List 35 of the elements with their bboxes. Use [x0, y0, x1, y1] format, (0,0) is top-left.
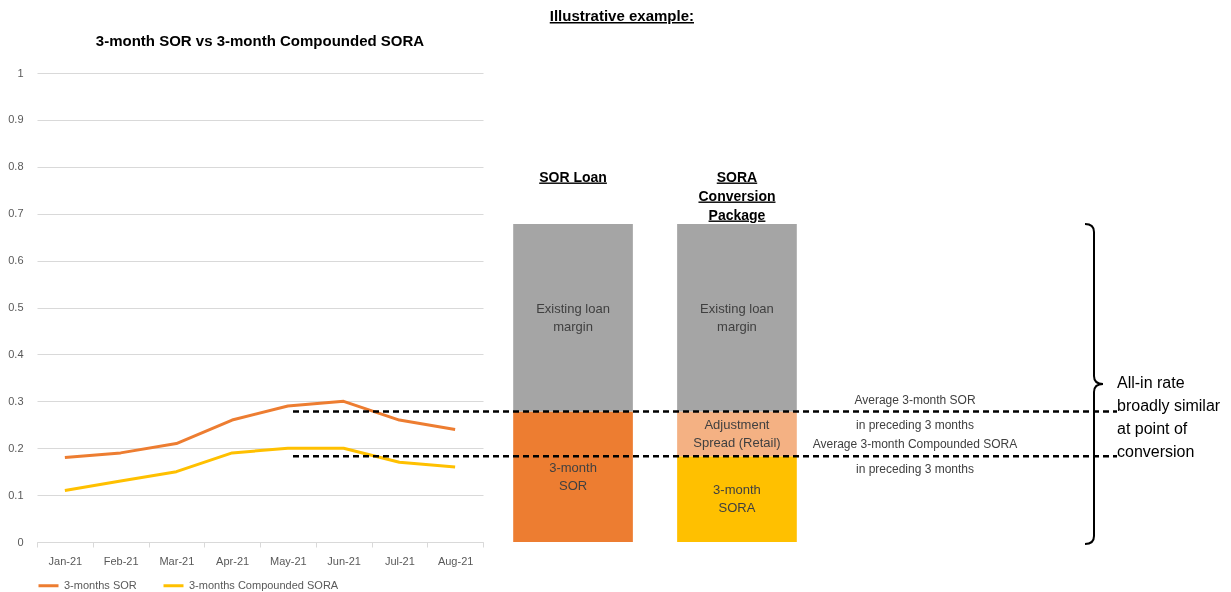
- x-tick-label: Feb-21: [103, 554, 139, 567]
- text: Existing loan margin: [700, 300, 774, 334]
- x-tick-label: May-21: [270, 554, 307, 567]
- series-label: Existing loan margin: [536, 300, 610, 334]
- series-label: 3-month SORA: [713, 482, 761, 516]
- y-tick-label: 0.6: [8, 254, 24, 267]
- line-series: [63, 446, 457, 492]
- y-tick-label: 0.7: [8, 207, 24, 220]
- line-series: [63, 399, 457, 460]
- y-tick-label: 0: [17, 535, 24, 548]
- x-tick-label: SORA Conversion Package: [698, 168, 776, 223]
- series-label: Adjustment Spread (Retail): [693, 416, 781, 450]
- x-tick-label: SOR Loan: [539, 168, 607, 185]
- y-tick-label: 0.1: [8, 488, 24, 501]
- y-tick-label: 0.2: [8, 441, 24, 454]
- chart-title: 3-month SOR vs 3-month Compounded SORA: [95, 32, 425, 49]
- ref-line-label: Average 3-month Compounded SORA in preceding 3 months: [812, 437, 1018, 477]
- x-tick-label: Jun-21: [327, 554, 361, 567]
- y-tick-label: 0.5: [8, 301, 24, 313]
- series-label: 3-month SOR: [549, 459, 597, 493]
- x-tick-label: Jan-21: [48, 554, 83, 567]
- x-tick-label: Apr-21: [216, 554, 250, 567]
- y-tick-label: 0.9: [8, 113, 24, 126]
- y-tick-label: 1: [17, 66, 24, 79]
- x-tick-label: Jul-21: [384, 554, 415, 567]
- legend-label: 3-months Compounded SORA: [189, 578, 339, 591]
- text: All-in rate broadly similar at point of conversion: [1117, 374, 1221, 460]
- ref-line-label: Average 3-month SOR in preceding 3 months: [854, 392, 976, 432]
- legend-label: 3-months SOR: [64, 578, 137, 591]
- chart-title: Illustrative example:: [549, 7, 694, 24]
- x-tick-label: Aug-21: [437, 554, 474, 567]
- y-tick-label: 0.3: [8, 394, 24, 407]
- y-tick-label: 0.4: [8, 347, 24, 360]
- x-tick-label: Mar-21: [159, 554, 195, 567]
- y-tick-label: 0.8: [8, 160, 24, 173]
